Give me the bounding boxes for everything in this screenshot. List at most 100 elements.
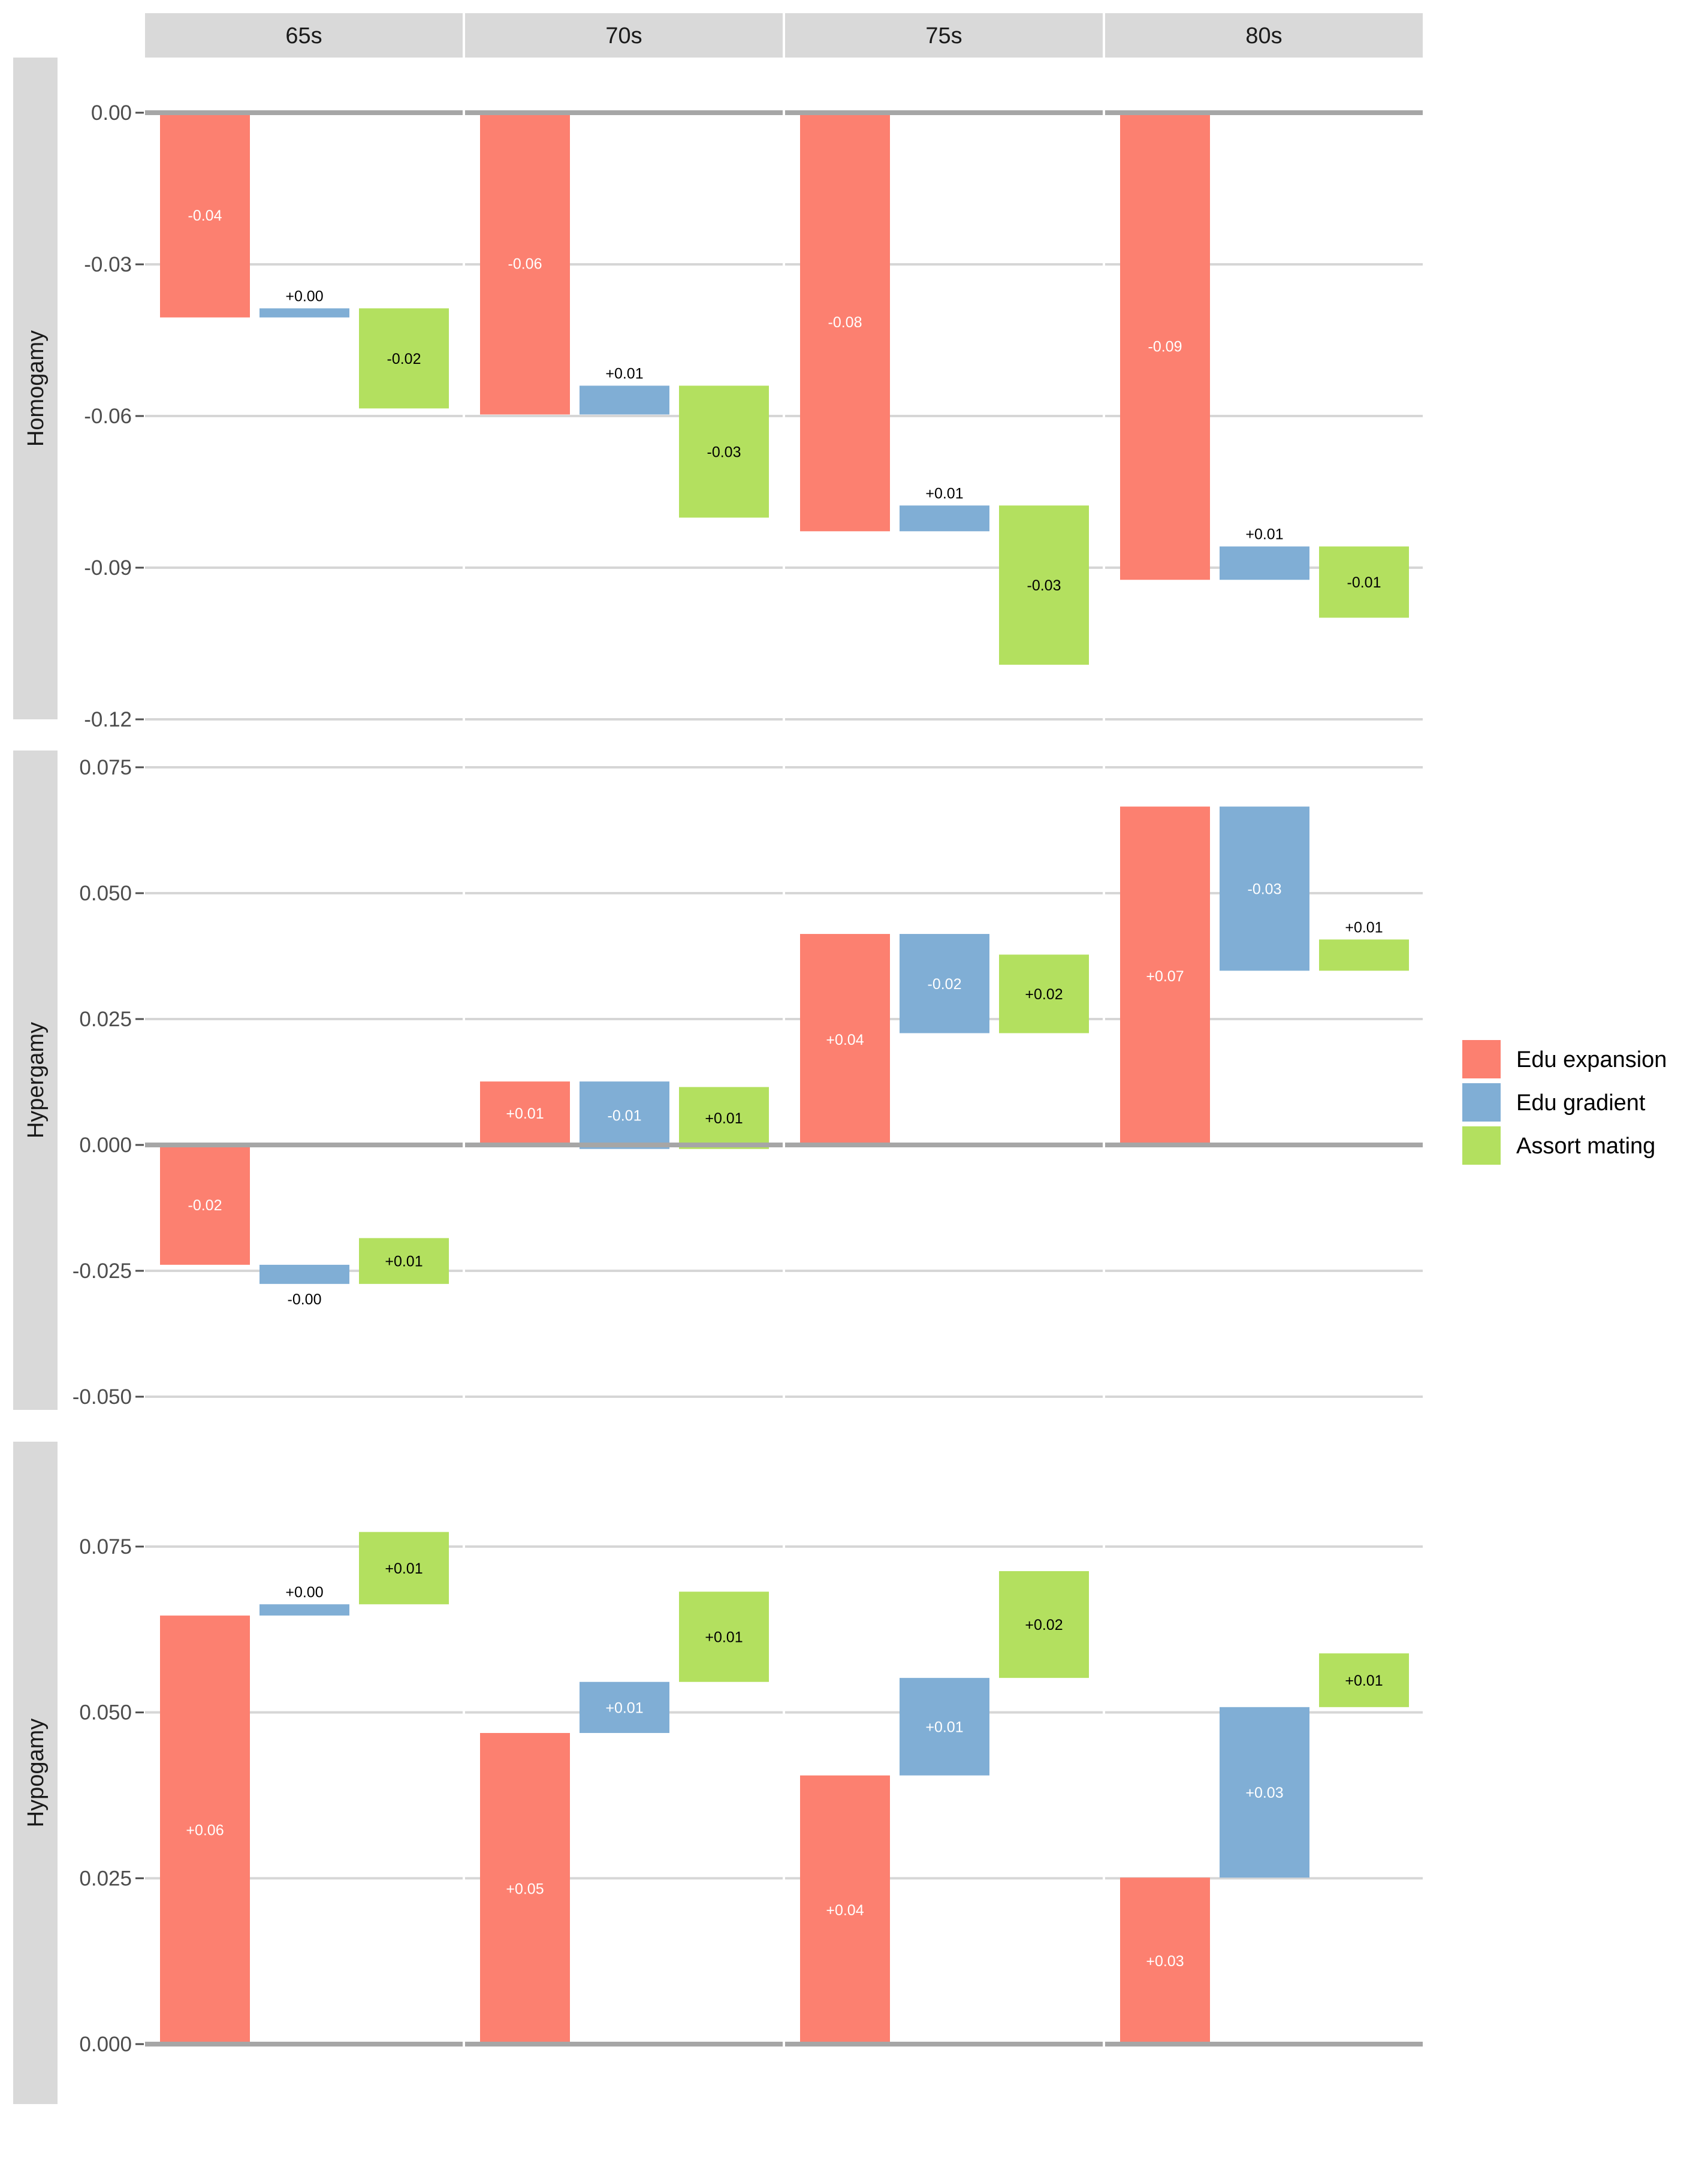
bar-label-homogamy-70s-assort-mating: -0.03: [707, 444, 741, 460]
facet-strip-label-75s: 75s: [925, 23, 962, 49]
bar-label-homogamy-65s-edu-expansion: -0.04: [188, 207, 222, 224]
bar-hypergamy-80s-assort-mating: [1319, 939, 1409, 971]
y-tick-label-hypergamy: 0.075: [79, 756, 132, 779]
legend-key-edu-gradient: [1462, 1083, 1501, 1122]
bar-hypogamy-70s-edu-gradient: [580, 1681, 669, 1733]
y-tick-label-hypergamy: 0.000: [79, 1134, 132, 1157]
bar-label-hypergamy-65s-edu-expansion: -0.02: [188, 1197, 222, 1214]
bar-label-hypogamy-75s-edu-expansion: +0.04: [826, 1902, 864, 1919]
bar-label-hypergamy-75s-assort-mating: +0.02: [1025, 986, 1063, 1003]
y-tick-label-hypogamy: 0.000: [79, 2033, 132, 2056]
bar-homogamy-65s-edu-expansion: [160, 113, 250, 318]
bar-label-hypergamy-70s-edu-expansion: +0.01: [506, 1105, 544, 1122]
y-tick-label-homogamy: -0.09: [84, 556, 132, 580]
bar-label-homogamy-75s-assort-mating: -0.03: [1027, 577, 1061, 594]
bar-hypogamy-70s-edu-expansion: [480, 1732, 570, 2044]
bar-homogamy-75s-edu-expansion: [800, 113, 890, 532]
bar-hypogamy-65s-edu-expansion: [160, 1616, 250, 2044]
bar-hypergamy-65s-edu-expansion: [160, 1145, 250, 1265]
bar-label-hypergamy-65s-edu-gradient: -0.00: [288, 1291, 322, 1308]
facet-strip-80s: [1105, 13, 1423, 58]
y-tick-label-hypogamy: 0.025: [79, 1867, 132, 1890]
bar-label-hypergamy-75s-edu-expansion: +0.04: [826, 1032, 864, 1048]
row-strip-hypergamy: [13, 751, 58, 1410]
bar-label-homogamy-65s-assort-mating: -0.02: [387, 351, 421, 367]
row-strip-hypogamy: [13, 1442, 58, 2104]
bar-hypergamy-75s-edu-expansion: [800, 934, 890, 1145]
bar-homogamy-75s-assort-mating: [999, 505, 1089, 665]
bar-homogamy-70s-edu-gradient: [580, 385, 669, 415]
facet-strip-75s: [785, 13, 1103, 58]
bar-hypergamy-75s-assort-mating: [999, 954, 1089, 1033]
y-tick-label-homogamy: -0.03: [84, 253, 132, 276]
y-tick-label-homogamy: -0.06: [84, 405, 132, 428]
bar-hypogamy-75s-assort-mating: [999, 1571, 1089, 1678]
legend-key-assort-mating: [1462, 1126, 1501, 1165]
bar-label-homogamy-80s-edu-expansion: -0.09: [1148, 339, 1182, 355]
bar-homogamy-65s-edu-gradient: [259, 308, 349, 318]
row-strip-label-hypergamy: Hypergamy: [23, 1022, 49, 1138]
bar-label-homogamy-80s-assort-mating: -0.01: [1347, 574, 1381, 591]
bar-hypergamy-80s-edu-gradient: [1220, 806, 1309, 971]
y-tick-label-hypogamy: 0.075: [79, 1535, 132, 1559]
legend-label-edu-gradient: Edu gradient: [1516, 1090, 1646, 1116]
bar-homogamy-75s-edu-gradient: [900, 505, 989, 532]
bar-label-hypergamy-80s-edu-expansion: +0.07: [1146, 968, 1184, 985]
bar-label-hypogamy-65s-edu-gradient: +0.00: [285, 1584, 323, 1601]
y-tick-label-hypergamy: -0.050: [73, 1385, 132, 1409]
bar-label-homogamy-70s-edu-gradient: +0.01: [605, 365, 643, 382]
bar-label-homogamy-80s-edu-gradient: +0.01: [1245, 526, 1283, 543]
row-strip-label-hypogamy: Hypogamy: [23, 1719, 49, 1828]
bar-label-hypergamy-80s-edu-gradient: -0.03: [1248, 881, 1282, 897]
bar-label-hypergamy-65s-assort-mating: +0.01: [385, 1253, 423, 1270]
bar-hypogamy-65s-assort-mating: [359, 1532, 449, 1605]
bar-homogamy-65s-assort-mating: [359, 308, 449, 409]
bar-label-homogamy-75s-edu-expansion: -0.08: [828, 314, 862, 331]
y-tick-label-hypogamy: 0.050: [79, 1701, 132, 1725]
bar-label-hypogamy-75s-edu-gradient: +0.01: [925, 1719, 963, 1735]
bar-hypergamy-70s-assort-mating: [679, 1087, 769, 1149]
bar-label-homogamy-75s-edu-gradient: +0.01: [925, 485, 963, 502]
bar-label-hypogamy-70s-edu-expansion: +0.05: [506, 1880, 544, 1897]
bar-hypergamy-70s-edu-expansion: [480, 1081, 570, 1145]
bar-hypogamy-80s-assort-mating: [1319, 1653, 1409, 1707]
bar-hypergamy-80s-edu-expansion: [1120, 806, 1210, 1145]
y-tick-label-homogamy: -0.12: [84, 708, 132, 731]
bar-hypogamy-75s-edu-gradient: [900, 1678, 989, 1776]
bar-label-hypogamy-70s-assort-mating: +0.01: [705, 1629, 743, 1646]
bar-hypogamy-70s-assort-mating: [679, 1592, 769, 1682]
legend-label-edu-expansion: Edu expansion: [1516, 1047, 1667, 1072]
bar-label-hypogamy-80s-edu-gradient: +0.03: [1245, 1785, 1283, 1801]
facet-strip-label-80s: 80s: [1245, 23, 1282, 49]
bar-homogamy-80s-assort-mating: [1319, 546, 1409, 618]
bar-label-hypogamy-75s-assort-mating: +0.02: [1025, 1617, 1063, 1633]
facet-strip-70s: [465, 13, 783, 58]
facet-strip-65s: [145, 13, 463, 58]
bar-label-hypergamy-70s-edu-gradient: -0.01: [608, 1107, 642, 1124]
legend-label-assort-mating: Assort mating: [1516, 1134, 1655, 1159]
bar-label-hypergamy-75s-edu-gradient: -0.02: [928, 976, 962, 993]
bar-hypergamy-75s-edu-gradient: [900, 934, 989, 1033]
bar-hypogamy-65s-edu-gradient: [259, 1604, 349, 1616]
bar-label-hypogamy-80s-assort-mating: +0.01: [1345, 1672, 1383, 1689]
bar-hypogamy-80s-edu-expansion: [1120, 1877, 1210, 2044]
bar-hypogamy-80s-edu-gradient: [1220, 1707, 1309, 1878]
row-strip-homogamy: [13, 58, 58, 719]
bar-label-hypogamy-70s-edu-gradient: +0.01: [605, 1699, 643, 1716]
bar-label-hypogamy-80s-edu-expansion: +0.03: [1146, 1953, 1184, 1970]
facet-strip-label-65s: 65s: [285, 23, 322, 49]
bar-homogamy-80s-edu-expansion: [1120, 113, 1210, 580]
bar-hypergamy-70s-edu-gradient: [580, 1081, 669, 1149]
bar-label-hypergamy-70s-assort-mating: +0.01: [705, 1110, 743, 1127]
bar-label-hypogamy-65s-edu-expansion: +0.06: [186, 1822, 224, 1839]
bar-label-homogamy-65s-edu-gradient: +0.00: [285, 288, 323, 305]
bar-hypogamy-75s-edu-expansion: [800, 1775, 890, 2044]
bar-hypergamy-65s-assort-mating: [359, 1238, 449, 1284]
legend-key-edu-expansion: [1462, 1040, 1501, 1078]
bar-homogamy-70s-edu-expansion: [480, 113, 570, 415]
bar-label-hypogamy-65s-assort-mating: +0.01: [385, 1560, 423, 1577]
facet-strip-label-70s: 70s: [605, 23, 642, 49]
row-strip-label-homogamy: Homogamy: [23, 330, 49, 447]
